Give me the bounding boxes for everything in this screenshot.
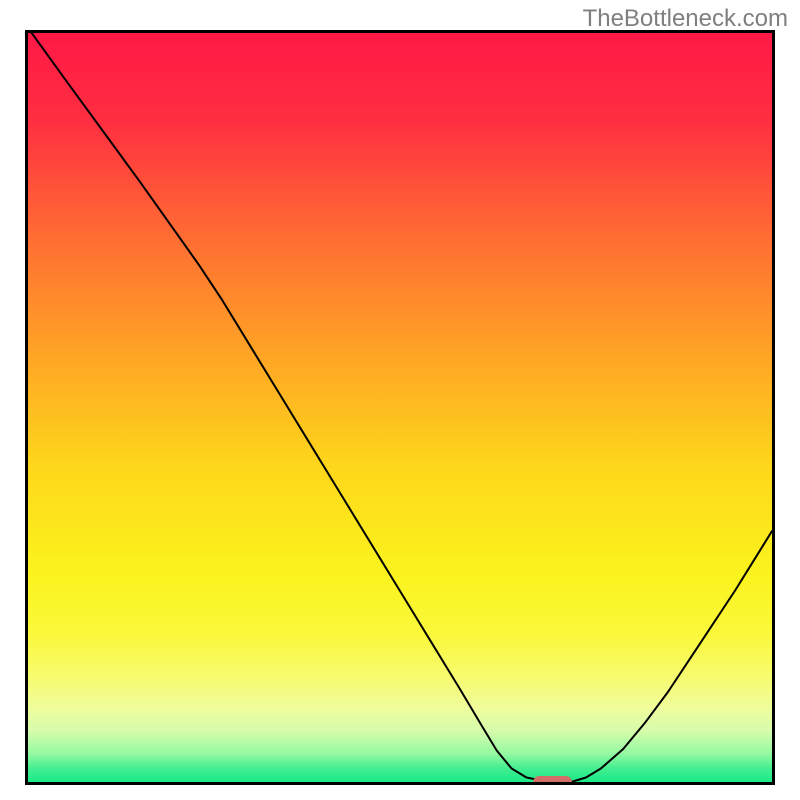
watermark-text: TheBottleneck.com bbox=[583, 5, 788, 33]
stage: TheBottleneck.com bbox=[0, 0, 800, 800]
plot-svg bbox=[25, 30, 775, 785]
plot-area bbox=[25, 30, 775, 785]
